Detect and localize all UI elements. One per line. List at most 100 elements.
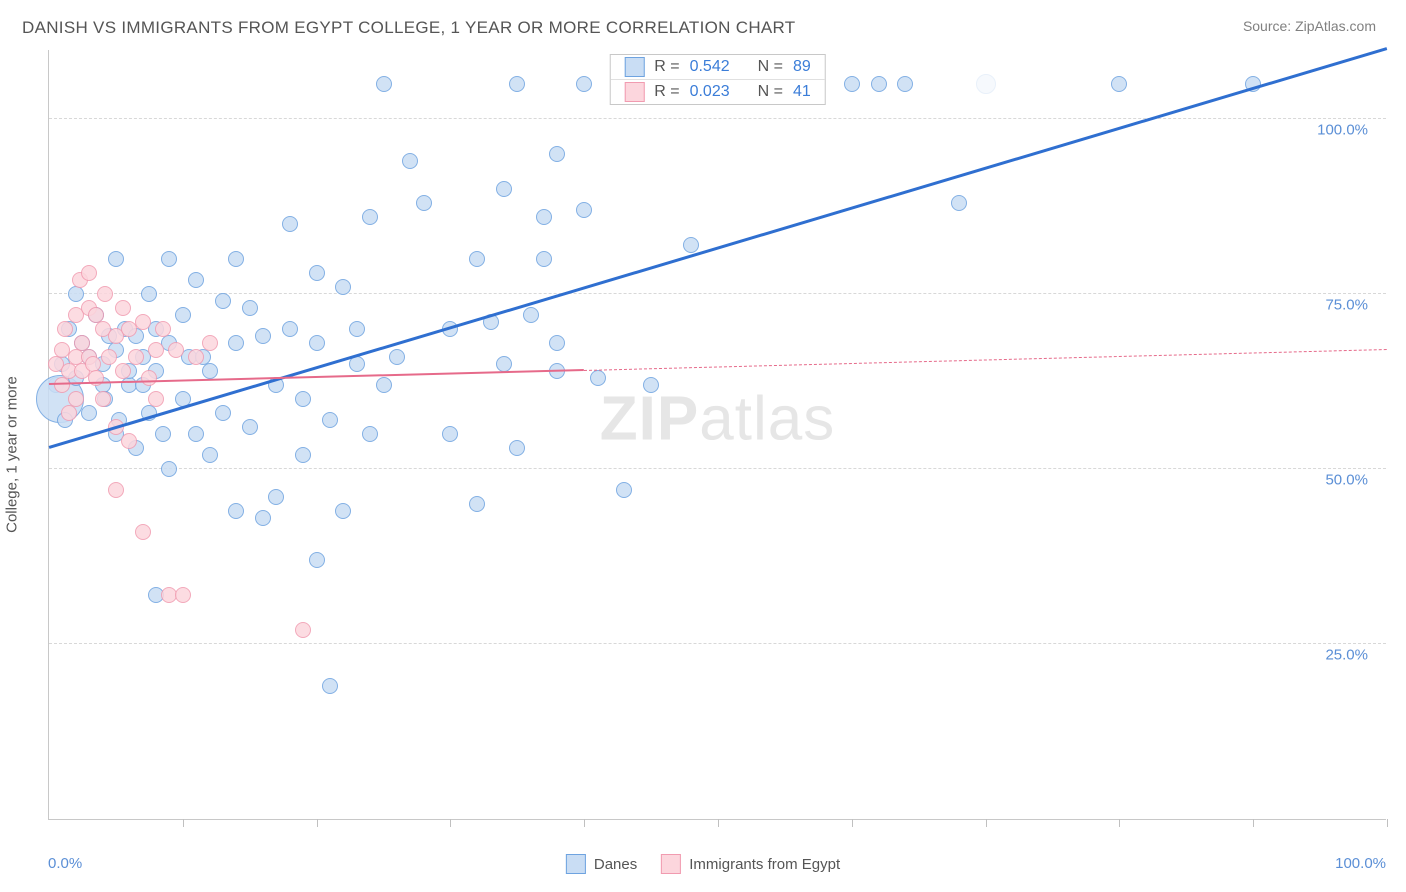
x-tick [1119, 819, 1120, 827]
x-tick [1253, 819, 1254, 827]
legend-item: Danes [566, 854, 637, 874]
data-point [54, 377, 70, 393]
header: DANISH VS IMMIGRANTS FROM EGYPT COLLEGE,… [0, 0, 1406, 46]
data-point [255, 328, 271, 344]
data-point [115, 300, 131, 316]
data-point [683, 237, 699, 253]
data-point [121, 433, 137, 449]
data-point [496, 181, 512, 197]
stat-r-label: R = [654, 83, 679, 101]
data-point [61, 405, 77, 421]
data-point [295, 391, 311, 407]
gridline [49, 118, 1386, 119]
data-point [188, 426, 204, 442]
data-point [509, 76, 525, 92]
stats-row: R =0.542N =89 [610, 55, 825, 80]
data-point [509, 440, 525, 456]
legend-item: Immigrants from Egypt [661, 854, 840, 874]
data-point [282, 216, 298, 232]
stat-n-value: 89 [793, 58, 811, 76]
data-point [309, 265, 325, 281]
data-point [1111, 76, 1127, 92]
data-point [416, 195, 432, 211]
data-point [376, 377, 392, 393]
data-point [148, 391, 164, 407]
data-point [242, 300, 258, 316]
x-tick [852, 819, 853, 827]
chart-container: DANISH VS IMMIGRANTS FROM EGYPT COLLEGE,… [0, 0, 1406, 892]
data-point [376, 76, 392, 92]
data-point [188, 349, 204, 365]
data-point [268, 489, 284, 505]
data-point [469, 496, 485, 512]
watermark: ZIPatlas [600, 384, 835, 455]
data-point [202, 363, 218, 379]
data-point [161, 251, 177, 267]
legend-label: Danes [594, 856, 637, 873]
data-point [549, 146, 565, 162]
data-point [362, 209, 378, 225]
data-point [335, 503, 351, 519]
x-axis-min: 0.0% [48, 855, 82, 872]
data-point [871, 76, 887, 92]
data-point [309, 552, 325, 568]
data-point [496, 356, 512, 372]
data-point [97, 286, 113, 302]
data-point [523, 307, 539, 323]
data-point [228, 251, 244, 267]
legend-swatch-icon [624, 82, 644, 102]
data-point [141, 286, 157, 302]
chart-title: DANISH VS IMMIGRANTS FROM EGYPT COLLEGE,… [22, 18, 796, 38]
data-point [108, 482, 124, 498]
data-point [161, 461, 177, 477]
data-point [349, 321, 365, 337]
stats-box: R =0.542N =89R =0.023N =41 [609, 54, 826, 105]
stat-n-label: N = [758, 83, 783, 101]
data-point [228, 335, 244, 351]
y-tick-label: 75.0% [1325, 297, 1368, 314]
data-point [536, 209, 552, 225]
data-point [188, 272, 204, 288]
data-point [101, 349, 117, 365]
data-point [155, 426, 171, 442]
data-point [976, 74, 996, 94]
watermark-bold: ZIP [600, 385, 699, 454]
data-point [115, 363, 131, 379]
x-tick [986, 819, 987, 827]
data-point [68, 286, 84, 302]
data-point [215, 405, 231, 421]
data-point [108, 251, 124, 267]
data-point [255, 510, 271, 526]
trend-line [49, 47, 1388, 448]
data-point [282, 321, 298, 337]
data-point [616, 482, 632, 498]
data-point [175, 307, 191, 323]
data-point [202, 447, 218, 463]
data-point [228, 503, 244, 519]
stat-r-value: 0.023 [690, 83, 730, 101]
gridline [49, 293, 1386, 294]
data-point [81, 265, 97, 281]
legend-label: Immigrants from Egypt [689, 856, 840, 873]
source-label: Source: ZipAtlas.com [1243, 18, 1376, 34]
data-point [155, 321, 171, 337]
data-point [322, 678, 338, 694]
data-point [168, 342, 184, 358]
watermark-light: atlas [699, 385, 835, 454]
gridline [49, 643, 1386, 644]
y-tick-label: 100.0% [1317, 122, 1368, 139]
data-point [576, 202, 592, 218]
data-point [175, 587, 191, 603]
data-point [242, 419, 258, 435]
data-point [81, 405, 97, 421]
data-point [951, 195, 967, 211]
x-tick [183, 819, 184, 827]
stat-r-label: R = [654, 58, 679, 76]
data-point [536, 251, 552, 267]
stat-n-value: 41 [793, 83, 811, 101]
x-tick [584, 819, 585, 827]
y-tick-label: 25.0% [1325, 647, 1368, 664]
data-point [57, 321, 73, 337]
data-point [148, 342, 164, 358]
legend-swatch-icon [624, 57, 644, 77]
